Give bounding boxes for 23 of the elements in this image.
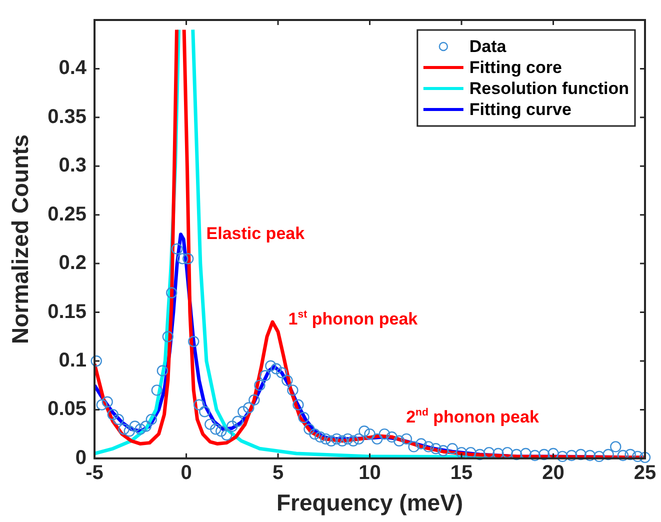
y-axis-title: Normalized Counts bbox=[7, 134, 34, 344]
x-axis-title: Frequency (meV) bbox=[276, 490, 464, 516]
legend-label: Fitting core bbox=[469, 58, 562, 78]
y-tick-label: 0.05 bbox=[48, 398, 87, 420]
legend-label: Resolution function bbox=[469, 79, 630, 98]
x-tick-label: -5 bbox=[86, 462, 104, 484]
y-tick-label: 0.35 bbox=[48, 106, 87, 128]
legend-label: Data bbox=[469, 37, 507, 56]
y-tick-label: 0.3 bbox=[58, 154, 87, 177]
y-tick-label: 0.25 bbox=[48, 203, 87, 226]
y-tick-label: 0.1 bbox=[58, 349, 87, 372]
x-tick-label: 10 bbox=[358, 462, 381, 484]
legend-label: Fitting curve bbox=[469, 100, 572, 120]
annotation: Elastic peak bbox=[206, 224, 306, 244]
y-tick-label: 0.4 bbox=[58, 57, 88, 80]
y-tick-label: 0.15 bbox=[48, 300, 87, 323]
x-tick-label: 0 bbox=[180, 462, 192, 484]
x-tick-label: 25 bbox=[634, 462, 656, 484]
y-tick-label: 0 bbox=[75, 446, 87, 469]
x-tick-label: 15 bbox=[450, 462, 473, 484]
x-tick-label: 5 bbox=[272, 462, 284, 484]
x-tick-label: 20 bbox=[542, 462, 564, 484]
y-tick-label: 0.2 bbox=[58, 252, 87, 274]
